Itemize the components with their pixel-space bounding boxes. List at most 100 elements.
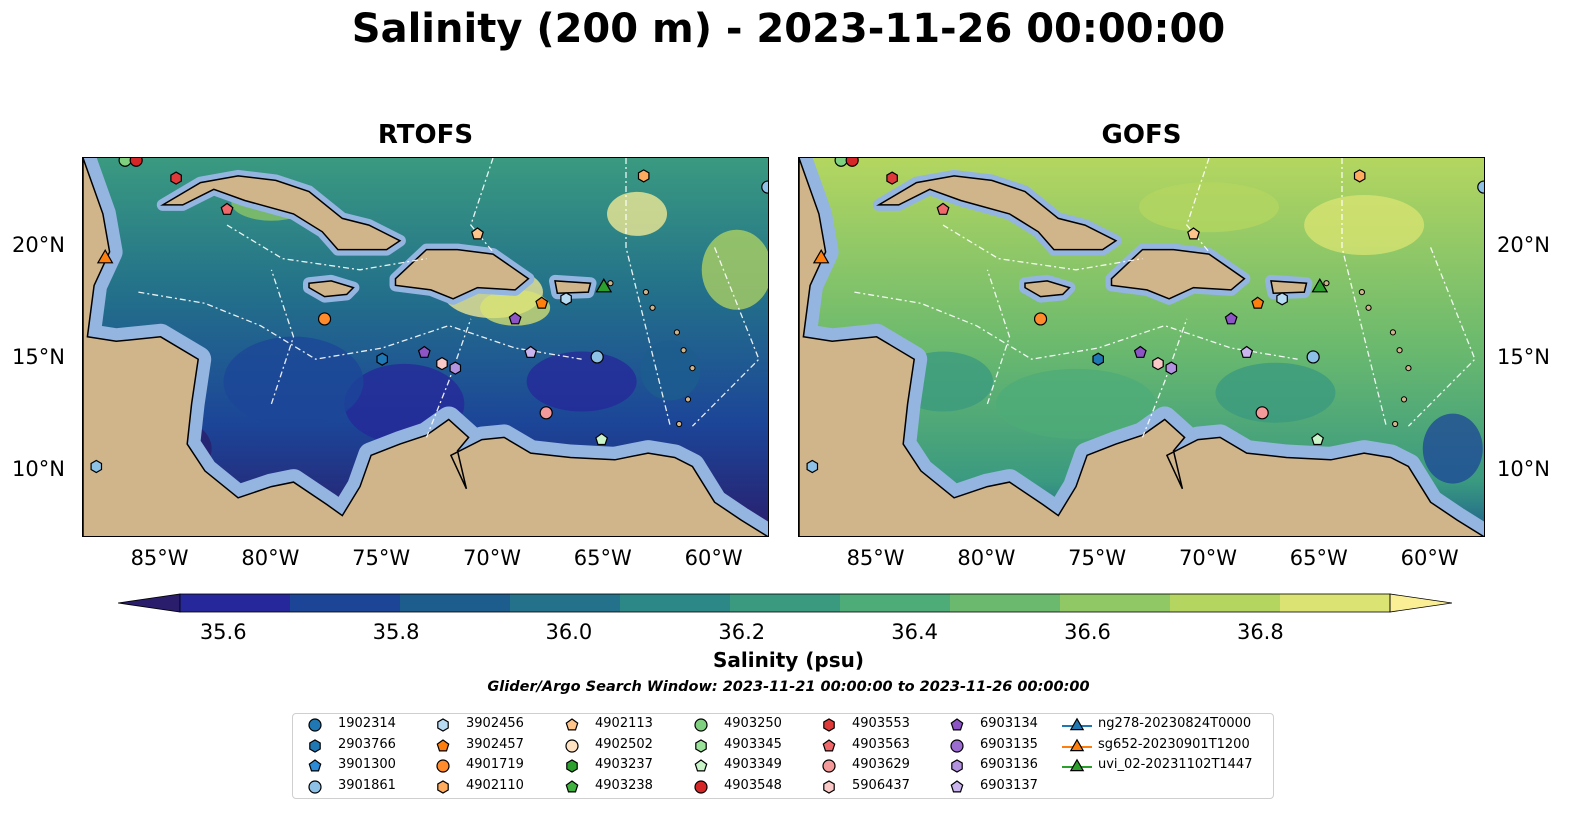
gofs-marker-5: [1477, 180, 1484, 194]
legend-marker-glyph: [437, 779, 449, 794]
legend-marker-glyph: [436, 738, 450, 751]
x-tick-label: 80°W: [957, 546, 1016, 570]
legend-marker: [694, 759, 708, 772]
legend-marker-glyph: [565, 779, 579, 792]
legend-label: 4903548: [724, 777, 782, 793]
colorbar-tick-label: 36.4: [891, 620, 939, 644]
rtofs-marker-8: [535, 296, 549, 309]
legend-label: 1902314: [338, 716, 396, 731]
legend-label: 4903349: [724, 757, 782, 772]
gofs-marker-20: [1311, 432, 1325, 446]
gofs-marker-8: [1251, 296, 1265, 309]
rtofs-marker-4: [637, 169, 650, 183]
legend-marker: [308, 759, 322, 772]
map-panel-rtofs: [82, 157, 769, 537]
gofs-marker-11: [1033, 312, 1048, 326]
legend-marker: [950, 738, 964, 753]
legend-marker: [436, 759, 450, 773]
legend-marker: [694, 718, 708, 732]
legend-marker: [950, 779, 964, 792]
rtofs-marker-6: [471, 227, 484, 240]
legend-marker: [437, 718, 449, 732]
rtofs-marker-7: [96, 248, 114, 264]
legend-marker-glyph: [694, 718, 708, 732]
y-tick-label: 10°N: [1497, 456, 1550, 481]
legend-label: 6903137: [980, 777, 1038, 793]
legend: 1902314 2903766 3901300 3901861 3902456 39024…: [292, 713, 1274, 799]
gofs-marker-15: [1152, 356, 1164, 371]
legend-label: 4903629: [852, 757, 910, 772]
legend-marker: [950, 718, 964, 731]
rtofs-marker-0: [118, 158, 132, 167]
legend-marker-glyph: [823, 718, 835, 732]
legend-label: 4902110: [466, 777, 524, 793]
colorbar-segment: [950, 594, 1061, 612]
legend-label: 4903237: [595, 757, 653, 772]
legend-marker: [566, 759, 578, 773]
legend-marker: [951, 759, 963, 773]
legend-label: 6903135: [980, 736, 1038, 752]
legend-marker-glyph: [566, 759, 578, 773]
legend-marker-glyph: [1069, 738, 1085, 751]
legend-marker-glyph: [823, 779, 835, 794]
y-tick-label: 20°N: [1497, 233, 1550, 258]
legend-marker-glyph: [308, 779, 322, 794]
legend-marker-glyph: [950, 779, 964, 792]
legend-marker-glyph: [950, 718, 964, 731]
colorbar-segment: [730, 594, 841, 612]
rtofs-marker-14: [417, 345, 431, 358]
legend-label: 3901861: [338, 777, 396, 793]
legend-marker-glyph: [308, 759, 322, 772]
legend-marker: [437, 779, 449, 794]
gofs-marker-7: [812, 248, 830, 264]
rtofs-marker-13: [376, 352, 388, 366]
colorbar-extend-low: [117, 593, 181, 613]
legend-marker-glyph: [822, 759, 836, 773]
gofs-marker-10: [1311, 278, 1329, 293]
gofs-marker-6: [1187, 227, 1200, 240]
colorbar-segment: [400, 594, 511, 612]
legend-marker-glyph: [436, 759, 450, 773]
colorbar-segment: [840, 594, 951, 612]
legend-marker-glyph: [1069, 758, 1085, 772]
legend-label: ng278-20230824T0000: [1098, 716, 1252, 731]
gofs-marker-12: [1224, 312, 1238, 325]
legend-marker-glyph: [695, 738, 707, 753]
legend-marker-glyph: [308, 718, 322, 732]
gofs-marker-13: [1092, 352, 1104, 366]
rtofs-marker-9: [560, 292, 572, 306]
rtofs-marker-18: [590, 350, 604, 364]
x-tick-label: 65°W: [573, 546, 632, 570]
rtofs-marker-16: [449, 361, 462, 375]
legend-label: 4903238: [595, 777, 653, 793]
legend-label: sg652-20230901T1200: [1098, 736, 1250, 752]
legend-marker: [823, 718, 835, 732]
map-panel-gofs: [798, 157, 1485, 537]
legend-marker: [1062, 758, 1092, 772]
gofs-marker-19: [1255, 406, 1269, 420]
rtofs-marker-21: [90, 459, 103, 474]
legend-label: 4901719: [466, 757, 524, 772]
colorbar-segment: [1280, 594, 1391, 612]
rtofs-marker-1: [129, 158, 143, 167]
colorbar-segment: [1060, 594, 1171, 612]
legend-label: 4903345: [724, 736, 782, 752]
legend-label: 2903766: [338, 736, 396, 752]
colorbar-tick-label: 35.6: [199, 620, 247, 644]
legend-label: 4903250: [724, 716, 782, 731]
legend-marker-glyph: [694, 759, 708, 772]
gofs-marker-17: [1240, 345, 1254, 358]
legend-marker: [308, 718, 322, 732]
legend-label: 6903134: [980, 716, 1038, 731]
figure-title: Salinity (200 m) - 2023-11-26 00:00:00: [351, 6, 1226, 52]
legend-label: 3902456: [466, 716, 524, 731]
gofs-marker-2: [886, 171, 898, 185]
legend-label: 4903563: [852, 736, 910, 752]
gofs-marker-14: [1133, 345, 1147, 358]
x-tick-label: 75°W: [1068, 546, 1127, 570]
legend-marker: [565, 738, 579, 753]
x-tick-label: 60°W: [1400, 546, 1459, 570]
legend-marker-glyph: [950, 738, 964, 753]
colorbar: [117, 593, 1453, 613]
legend-marker-glyph: [1069, 717, 1085, 731]
